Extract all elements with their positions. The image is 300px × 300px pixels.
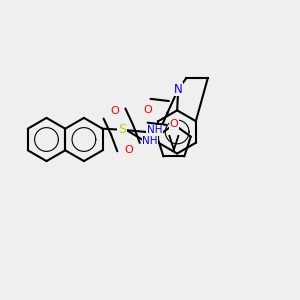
Text: NH: NH — [147, 125, 162, 135]
Text: O: O — [169, 119, 178, 129]
Text: S: S — [118, 123, 126, 136]
Text: NH: NH — [142, 136, 158, 146]
Text: O: O — [124, 145, 133, 155]
Text: N: N — [174, 83, 183, 96]
Text: O: O — [110, 106, 119, 116]
Text: O: O — [143, 105, 152, 115]
